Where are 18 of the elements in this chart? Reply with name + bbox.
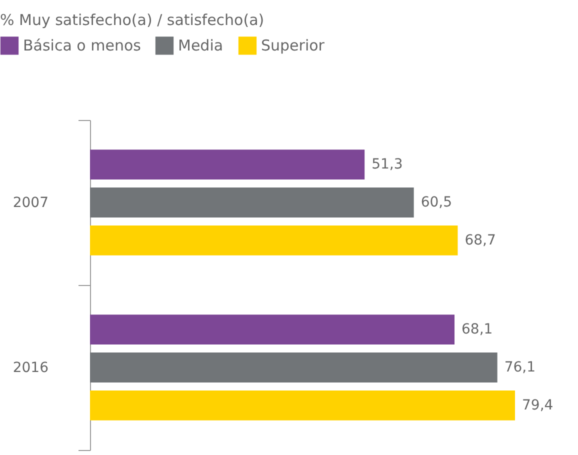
bar (90, 314, 455, 345)
data-label: 68,1 (462, 322, 493, 338)
legend-label: Media (178, 36, 224, 55)
bar (90, 390, 515, 420)
y-tick-label: 2007 (12, 195, 48, 211)
bar (90, 188, 414, 218)
data-label: 60,5 (420, 194, 452, 210)
bar (90, 150, 365, 180)
bar (90, 352, 498, 382)
chart-title: % Muy satisfecho(a) / satisfecho(a) (0, 11, 264, 29)
legend-label: Básica o menos (23, 36, 142, 55)
bar (90, 225, 458, 256)
data-label: 76,1 (504, 360, 536, 376)
data-label: 51,3 (372, 156, 403, 173)
legend-label: Superior (261, 36, 326, 55)
y-tick-label: 2016 (12, 360, 49, 376)
data-label: 79,4 (522, 397, 554, 414)
data-label: 68,7 (464, 232, 496, 248)
